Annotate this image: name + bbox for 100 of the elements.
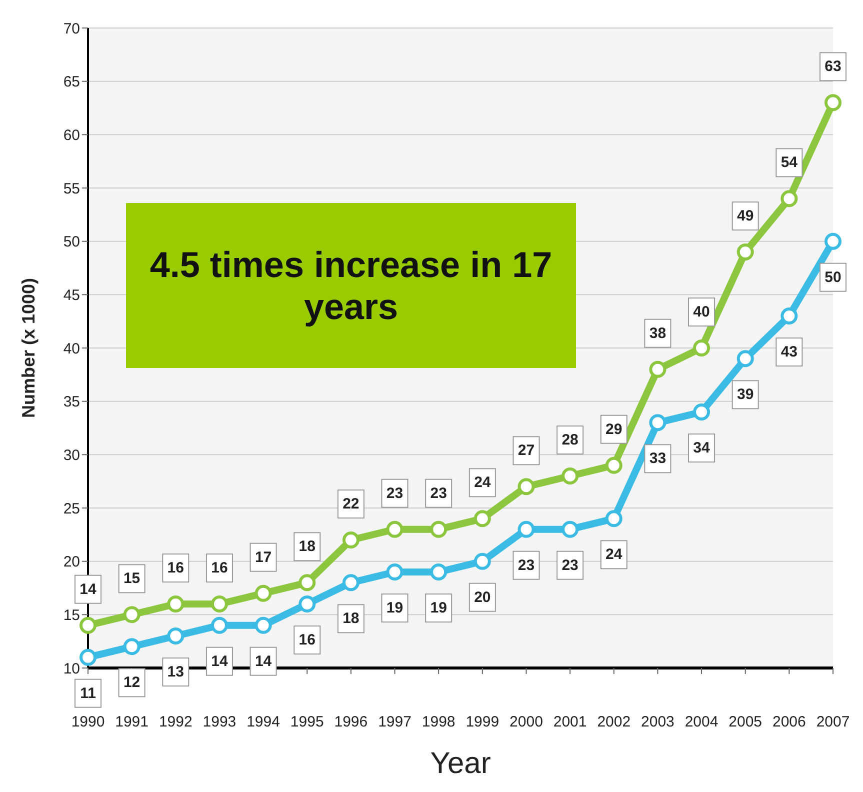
- point: [649, 414, 666, 432]
- data-label: 23: [562, 556, 578, 574]
- data-label: 63: [824, 58, 842, 76]
- point: [386, 564, 404, 580]
- data-label: 18: [342, 610, 360, 628]
- data-label: 16: [298, 632, 316, 648]
- y-tick-label: 45: [63, 286, 80, 304]
- data-label: 49: [737, 208, 754, 224]
- x-tick-label: 1992: [158, 714, 192, 731]
- data-label: 54: [780, 154, 798, 172]
- data-label: 27: [518, 442, 535, 460]
- point: [80, 648, 96, 666]
- point: [123, 606, 140, 624]
- point: [605, 456, 622, 474]
- x-tick-label: 1998: [422, 714, 456, 731]
- point: [342, 574, 360, 592]
- y-tick-label: 20: [63, 554, 80, 571]
- data-label: 33: [649, 450, 666, 468]
- point: [736, 350, 754, 368]
- point: [780, 308, 798, 324]
- annotation: 4.5 times increase in 17 years: [126, 203, 576, 368]
- x-tick-label: 1993: [202, 714, 236, 731]
- data-label: 11: [80, 684, 96, 702]
- data-label: 12: [123, 674, 140, 692]
- x-tick-label: 1994: [246, 714, 280, 731]
- data-label: 18: [298, 538, 316, 556]
- y-tick-label: 65: [63, 74, 80, 91]
- y-tick-label: 50: [63, 234, 80, 251]
- y-axis-title: Number (x 1000): [18, 278, 38, 418]
- point: [167, 628, 184, 644]
- point: [562, 468, 579, 484]
- y-tick-label: 25: [63, 500, 80, 518]
- y-tick-label: 30: [63, 446, 80, 464]
- x-tick-label: 1996: [334, 714, 368, 731]
- y-tick-label: 35: [63, 394, 80, 411]
- point: [649, 360, 666, 378]
- x-tick-label: 1991: [115, 714, 149, 731]
- data-label: 38: [649, 324, 666, 342]
- y-tick-label: 40: [63, 340, 80, 358]
- point: [210, 616, 228, 634]
- point: [210, 596, 228, 612]
- data-label: 19: [386, 600, 404, 616]
- x-tick-label: 2003: [641, 714, 674, 731]
- point: [298, 596, 316, 612]
- point: [518, 478, 535, 496]
- y-tick-label: 10: [63, 660, 80, 678]
- point: [80, 616, 96, 634]
- y-tick-label: 70: [63, 20, 80, 38]
- data-label: 23: [430, 484, 447, 502]
- data-label: 29: [606, 420, 622, 438]
- data-label: 19: [430, 600, 447, 616]
- data-label: 24: [606, 546, 623, 564]
- point: [736, 244, 754, 260]
- data-label: 28: [562, 432, 578, 448]
- point: [693, 404, 710, 420]
- point: [123, 638, 140, 656]
- y-tick-label: 60: [63, 126, 80, 144]
- data-label: 23: [386, 484, 404, 502]
- point: [430, 520, 448, 538]
- point: [254, 616, 272, 634]
- point: [430, 564, 448, 580]
- data-label: 14: [211, 652, 228, 670]
- x-tick-label: 2000: [510, 714, 543, 731]
- x-tick-label: 2002: [597, 714, 631, 731]
- point: [474, 552, 491, 570]
- point: [518, 520, 535, 538]
- point: [342, 532, 360, 548]
- data-label: 16: [211, 560, 228, 576]
- data-label: 24: [474, 474, 492, 492]
- x-tick-label: 1995: [290, 714, 324, 731]
- y-tick-label: 15: [63, 606, 80, 624]
- point: [780, 190, 798, 208]
- point: [605, 510, 622, 528]
- data-label: 39: [737, 386, 754, 404]
- point: [298, 574, 316, 592]
- data-label: 50: [824, 268, 842, 286]
- x-tick-label: 1990: [71, 714, 105, 731]
- data-label: 15: [123, 570, 140, 588]
- x-tick-label: 2007: [816, 714, 850, 731]
- data-label: 14: [80, 580, 97, 598]
- x-tick-label: 2006: [772, 714, 806, 731]
- point: [824, 232, 842, 250]
- point: [562, 520, 579, 538]
- point: [824, 94, 842, 112]
- point: [386, 520, 404, 538]
- point: [167, 596, 184, 612]
- data-label: 14: [254, 652, 272, 670]
- point: [254, 584, 272, 602]
- x-tick-label: 1999: [466, 714, 500, 731]
- data-label: 20: [474, 588, 491, 606]
- x-axis-title: Year: [430, 747, 491, 780]
- data-label: 40: [693, 304, 710, 320]
- data-label: 23: [518, 556, 535, 574]
- data-label: 43: [780, 344, 798, 360]
- x-tick-label: 2001: [553, 714, 587, 731]
- data-label: 13: [167, 664, 184, 680]
- point: [693, 340, 710, 356]
- y-tick-label: 55: [63, 180, 80, 198]
- x-tick-label: 1997: [378, 714, 412, 731]
- data-label: 17: [254, 548, 272, 566]
